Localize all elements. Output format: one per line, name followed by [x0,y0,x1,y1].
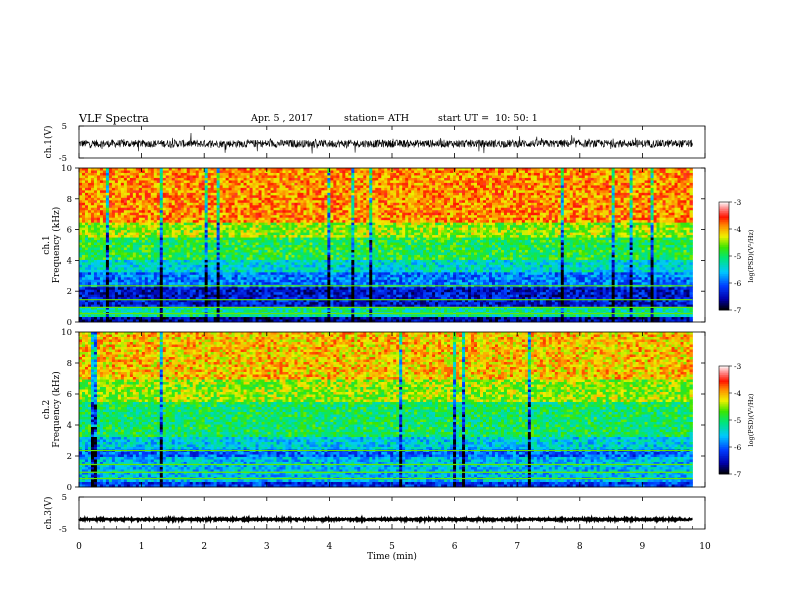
spectrogram-ch1-ylabel-channel: ch.1 [42,235,52,254]
time-tick-label: 6 [452,542,458,552]
spectrogram-ch2-colorbar-tick: -5 [734,416,742,425]
spectrogram-ch2-ytick: 0 [67,483,72,493]
spectrogram-ch1-ytick: 10 [61,164,72,174]
spectrogram-ch1-ytick: 4 [67,256,72,266]
waveform-ch3-trace [79,519,693,521]
spectrogram-ch2-ytick: 6 [67,390,72,400]
spectrogram-ch1-ytick: 6 [67,226,72,236]
spectrogram-ch2-ytick: 2 [67,452,72,462]
spectrogram-ch1-ytick: 2 [67,287,72,297]
spectrogram-ch2-colorbar-tick: -7 [734,470,742,479]
waveform-ch1-trace [79,133,693,154]
spectrogram-ch2-ylabel-frequency: Frequency (kHz) [51,371,62,448]
time-tick-label: 3 [264,542,270,552]
waveform-ch1-ytick: 5 [62,122,67,132]
time-tick-label: 10 [699,542,711,552]
spectrogram-ch1-ylabel-frequency: Frequency (kHz) [51,207,62,284]
spectrogram-ch2-colorbar-tick: -3 [734,362,742,371]
time-tick-label: 4 [327,542,333,552]
time-tick-label: 5 [389,542,395,552]
spectrogram-ch2-ytick: 10 [61,328,72,338]
spectrogram-ch2-ytick: 8 [67,359,72,369]
spectrogram-ch2-colorbar-tick: -4 [734,389,742,398]
waveform-ch3-ytick: -5 [59,525,67,535]
time-tick-label: 7 [514,542,520,552]
spectrogram-ch1-ytick: 0 [67,318,72,328]
spectrogram-ch2-ytick: 4 [67,421,72,431]
time-tick-label: 1 [139,542,145,552]
spectrogram-ch2-ylabel-channel: ch.2 [42,400,52,419]
waveform-ch1-ylabel: ch.1(V) [43,126,54,159]
waveform-ch3: 5 -5 ch.3(V) [43,493,705,535]
spectrogram-ch1-colorbar-tick: -3 [734,198,742,207]
time-axis-label: Time (min) [367,551,417,562]
time-tick-label: 2 [201,542,207,552]
spectrogram-ch1-colorbar: -3 -4 -5 -6 -7 log(PSD)(V²/Hz) [719,198,755,315]
spectrogram-ch2-colorbar: -3 -4 -5 -6 -7 log(PSD)(V²/Hz) [719,362,755,479]
spectrogram-ch2-colorbar-label: log(PSD)(V²/Hz) [747,393,755,446]
spectrogram-ch1-colorbar-tick: -7 [734,306,742,315]
waveform-ch3-ytick: 5 [62,493,67,503]
time-tick-label: 8 [577,542,583,552]
spectrogram-ch1-colorbar-tick: -5 [734,252,742,261]
time-tick-label: 9 [640,542,646,552]
waveform-ch1: 5 -5 ch.1(V) [43,122,705,164]
waveform-ch3-ylabel: ch.3(V) [43,497,54,530]
spectrogram-ch1-colorbar-label: log(PSD)(V²/Hz) [747,229,755,282]
spectrogram-ch1-ytick: 8 [67,195,72,205]
spectrogram-ch1: 0 2 4 6 8 10 ch.1 Frequency (kHz) -3 -4 -5 -6 -7 log(… [42,164,755,328]
spectrogram-ch2-colorbar-tick: -6 [734,443,742,452]
spectrogram-ch2: 0 2 4 6 8 10 ch.2 Frequency (kHz) -3 -4 -5 -6 -7 log(… [42,328,755,493]
spectrogram-ch1-colorbar-tick: -6 [734,279,742,288]
waveform-ch1-ytick: -5 [59,154,67,164]
time-tick-label: 0 [76,542,82,552]
spectrogram-ch1-colorbar-tick: -4 [734,225,742,234]
